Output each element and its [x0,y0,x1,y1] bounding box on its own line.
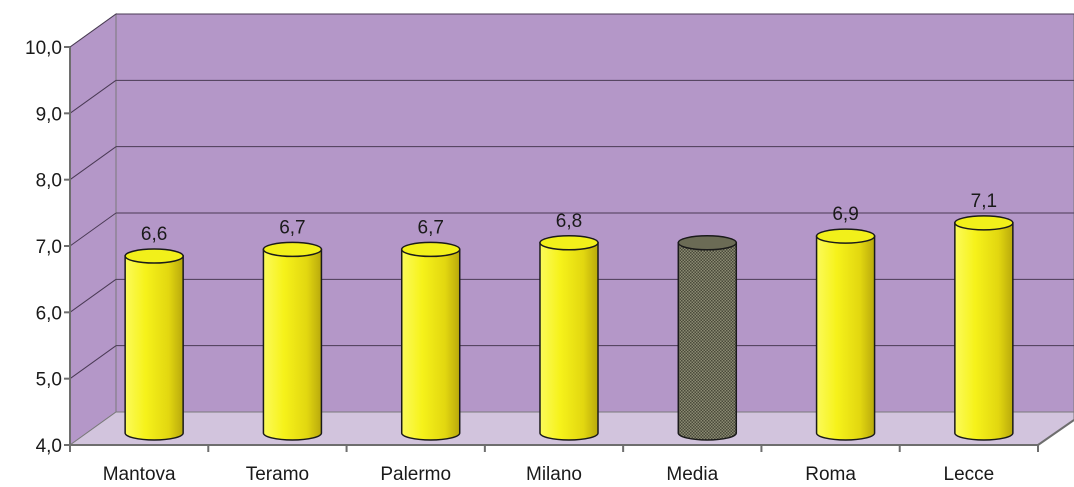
bar-teramo [262,241,323,441]
y-tick-label: 4,0 [36,436,62,457]
data-label: 6,7 [279,217,305,238]
x-tick-label: Milano [526,464,582,485]
bar-palermo [400,241,461,441]
data-label: 6,8 [556,211,582,232]
y-tick-label: 9,0 [36,104,62,125]
bar-mantova [124,248,184,441]
data-label: 6,7 [418,217,444,238]
bar-milano [539,235,599,441]
gridline-side [69,146,117,181]
x-tick-label: Media [666,464,718,485]
gridline-side [69,345,117,380]
x-tick-label: Lecce [944,464,995,485]
bar-top [954,215,1014,231]
y-tick-label: 6,0 [36,303,62,324]
bar-media [677,235,738,441]
data-labels: 6,6 6,7 6,7 6,8 6,9 7,1 [141,191,997,245]
x-tick-label: Roma [805,464,856,485]
x-tick-label: Mantova [103,464,176,485]
bar-body [815,235,876,441]
gridline-side [69,79,117,114]
bar-top [262,241,323,258]
bar-top [400,241,461,258]
bar-top [815,228,876,244]
gridline-side [69,278,117,313]
bar-top [539,235,599,251]
data-label: 6,6 [141,224,167,245]
bar-lecce [954,215,1014,441]
bar-body [124,255,184,441]
y-axis: 4,0 5,0 6,0 7,0 8,0 9,0 10,0 [25,38,71,457]
x-axis: Mantova Teramo Palermo Milano Media Roma Lecce [69,419,1074,485]
gridline-side [69,13,117,48]
data-label: 6,9 [832,204,858,225]
x-tick-label: Palermo [380,464,451,485]
y-tick-label: 8,0 [36,171,62,192]
bar-body [954,222,1014,441]
bar-body [539,242,599,441]
bar-roma [815,228,876,441]
bars [124,215,1014,441]
x-axis-depth-line [1037,419,1074,446]
y-tick-label: 7,0 [36,237,62,258]
data-label: 7,1 [971,191,997,212]
bar-top [677,235,738,251]
y-tick-label: 10,0 [25,38,62,59]
gridline-side [69,212,117,247]
bar-body [262,248,323,441]
x-tick-label: Teramo [246,464,309,485]
y-tick-label: 5,0 [36,370,62,391]
bar-top [124,248,184,264]
bar-body [400,248,461,441]
bar-body [677,242,738,441]
